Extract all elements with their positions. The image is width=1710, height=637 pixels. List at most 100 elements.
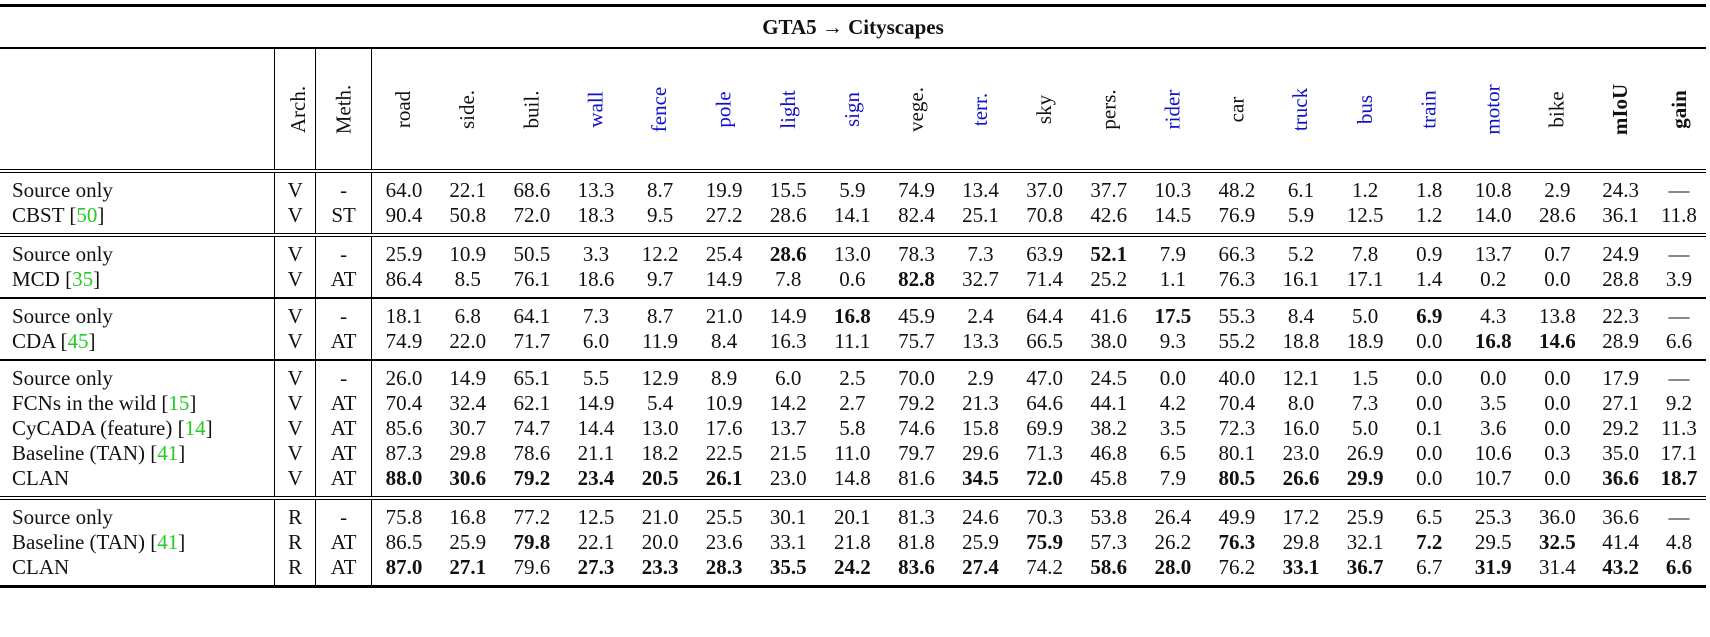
citation-link[interactable]: 50 xyxy=(76,203,98,227)
class-header-train-label: train xyxy=(1416,89,1441,129)
value-cell: 25.9 xyxy=(1346,505,1384,529)
method-cell: Source only xyxy=(0,366,275,391)
value-cell: 17.2 xyxy=(1282,505,1320,529)
value-cell: 25.5 xyxy=(705,505,743,529)
gain-cell: — xyxy=(1668,505,1690,529)
value-cell: 5.5 xyxy=(582,366,610,390)
table-body: Source only V -64.0 22.1 68.6 13.3 8.7 19.9 15.5… xyxy=(0,169,1706,588)
value-cell: 35.5 xyxy=(769,555,807,579)
class-header-buil-label: buil. xyxy=(519,90,544,128)
value-cell: 8.7 xyxy=(646,178,674,202)
value-cell: 0.9 xyxy=(1416,242,1443,266)
citation-link[interactable]: 41 xyxy=(157,530,179,554)
value-cell: 9.7 xyxy=(646,267,674,291)
citation-link[interactable]: 14 xyxy=(184,416,206,440)
value-cell: 26.6 xyxy=(1282,466,1320,490)
value-cell: 5.0 xyxy=(1351,416,1379,440)
value-cell: 71.3 xyxy=(1026,441,1063,465)
table-row: CBST [50] V ST 90.4 50.8 72.0 18.3 9.5 27.2 28.6 1… xyxy=(0,203,1706,228)
method-name: FCNs in the wild xyxy=(12,391,157,415)
method-name: Source only xyxy=(12,304,113,328)
citation-link[interactable]: 15 xyxy=(168,391,190,415)
citation-link[interactable]: 41 xyxy=(157,441,179,465)
value-cell: 45.8 xyxy=(1090,466,1128,490)
citation-link[interactable]: 35 xyxy=(72,267,94,291)
value-cell: 64.0 xyxy=(371,178,436,203)
value-cell: 25.2 xyxy=(1090,267,1128,291)
value-cell: 28.3 xyxy=(705,555,743,579)
value-cell: 12.5 xyxy=(1346,203,1384,227)
value-cell: 13.3 xyxy=(577,178,615,202)
value-cell: 20.5 xyxy=(641,466,679,490)
table-title: GTA5 → Cityscapes xyxy=(0,4,1706,49)
value-cell: 13.4 xyxy=(962,178,999,202)
value-cell: 17.6 xyxy=(705,416,743,440)
class-header-wall-label: wall xyxy=(583,90,608,128)
value-cell: 27.3 xyxy=(577,555,615,579)
gain-cell: 11.8 xyxy=(1660,203,1697,227)
class-header-vege: vege. xyxy=(884,48,948,171)
value-cell: 22.5 xyxy=(705,441,743,465)
value-cell: 21.3 xyxy=(962,391,999,415)
class-header-sign: sign xyxy=(820,48,884,171)
method-cell: Source only xyxy=(0,505,275,530)
value-cell: 74.2 xyxy=(1026,555,1063,579)
class-header-sign-label: sign xyxy=(839,91,864,127)
meth-cell: - xyxy=(315,304,372,329)
value-cell: 49.9 xyxy=(1218,505,1256,529)
gain-header-label: gain xyxy=(1666,89,1691,129)
value-cell: 30.1 xyxy=(769,505,807,529)
class-header-bus-label: bus xyxy=(1352,94,1377,124)
value-cell: 0.0 xyxy=(1544,466,1571,490)
value-cell: 30.6 xyxy=(449,466,487,490)
table-row: FCNs in the wild [15] V AT 70.4 32.4 62.1 14.9… xyxy=(0,391,1706,416)
value-cell: 5.9 xyxy=(839,178,866,202)
value-cell: 32.7 xyxy=(962,267,999,291)
value-cell: 12.9 xyxy=(641,366,679,390)
value-cell: 16.3 xyxy=(769,329,807,353)
method-name: Source only xyxy=(12,242,113,266)
value-cell: 6.5 xyxy=(1159,441,1186,465)
value-cell: 74.6 xyxy=(898,416,935,440)
gain-cell: 6.6 xyxy=(1665,555,1693,579)
value-cell: 14.4 xyxy=(577,416,615,440)
method-cell: Baseline (TAN) [41] xyxy=(12,530,186,554)
value-cell: 79.7 xyxy=(898,441,935,465)
value-cell: 14.9 xyxy=(577,391,615,415)
citation-link[interactable]: 45 xyxy=(67,329,89,353)
arch-cell: V xyxy=(274,366,316,391)
miou-header-label: mIoU xyxy=(1608,83,1633,135)
value-cell: 40.0 xyxy=(1218,366,1256,390)
value-cell: 3.5 xyxy=(1159,416,1186,440)
value-cell: 80.1 xyxy=(1218,441,1256,465)
method-name: CBST xyxy=(12,203,65,227)
meth-cell: - xyxy=(315,178,372,203)
value-cell: 13.3 xyxy=(962,329,999,353)
value-cell: 66.5 xyxy=(1026,329,1063,353)
value-cell: 90.4 xyxy=(371,203,436,228)
value-cell: 4.2 xyxy=(1159,391,1186,415)
value-cell: 75.8 xyxy=(371,505,436,530)
method-name: Source only xyxy=(12,366,113,390)
value-cell: 1.2 xyxy=(1416,203,1443,227)
value-cell: 76.9 xyxy=(1218,203,1256,227)
value-cell: 72.3 xyxy=(1218,416,1256,440)
value-cell: 82.8 xyxy=(898,267,935,291)
method-name: Source only xyxy=(12,178,113,202)
value-cell: 10.9 xyxy=(449,242,487,266)
value-cell: 14.8 xyxy=(833,466,871,490)
value-cell: 14.6 xyxy=(1539,329,1576,353)
value-cell: 80.5 xyxy=(1218,466,1256,490)
value-cell: 79.2 xyxy=(513,466,551,490)
value-cell: 25.9 xyxy=(371,242,436,267)
method-name: CyCADA (feature) xyxy=(12,416,173,440)
group-padding xyxy=(0,292,1706,298)
value-cell: 15.5 xyxy=(769,178,807,202)
value-cell: 28.0 xyxy=(1154,555,1192,579)
value-cell: 65.1 xyxy=(513,366,551,390)
value-cell: 6.5 xyxy=(1416,505,1443,529)
gain-header: gain xyxy=(1652,48,1706,171)
value-cell: 32.1 xyxy=(1346,530,1384,554)
value-cell: 0.0 xyxy=(1416,329,1443,353)
value-cell: 70.4 xyxy=(1218,391,1256,415)
